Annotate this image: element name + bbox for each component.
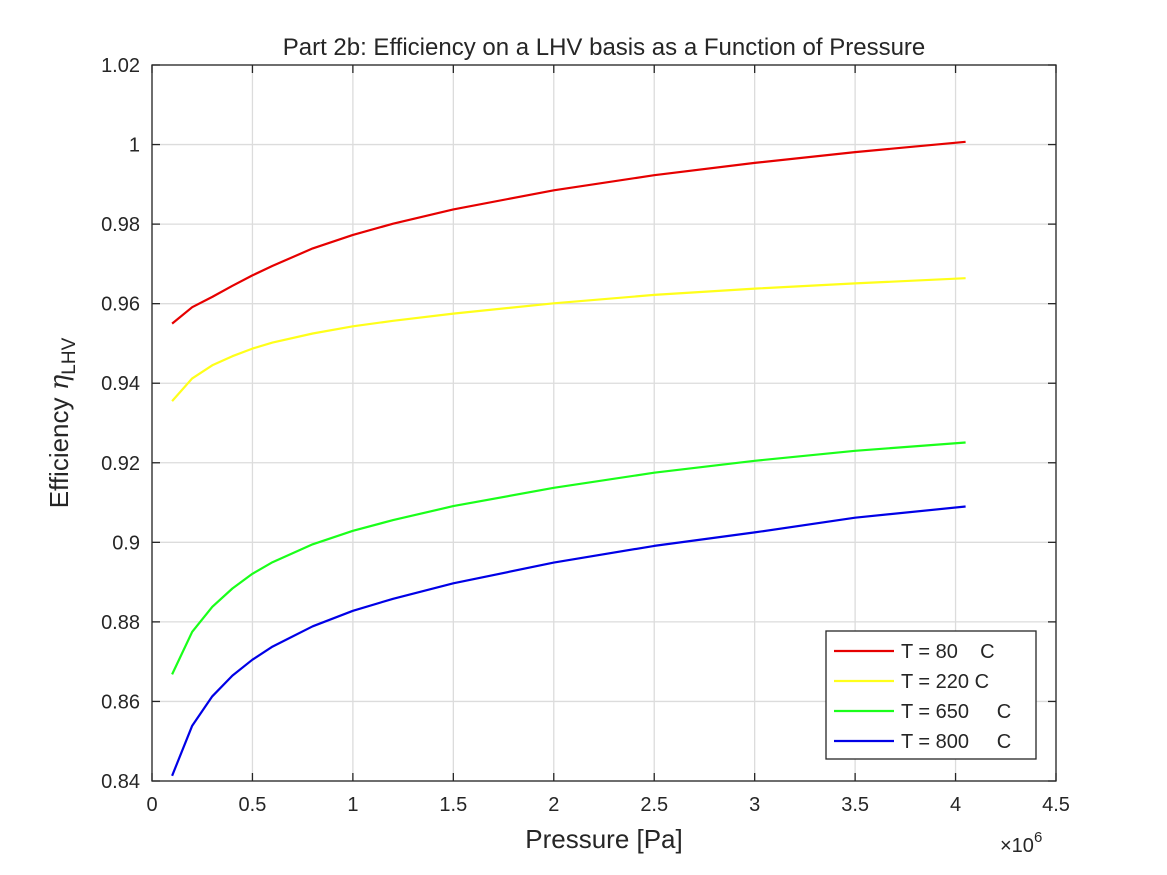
y-label-subscript: LHV [59, 337, 80, 374]
x-exponent-power: 6 [1034, 829, 1042, 846]
x-tick-label: 2 [548, 794, 559, 816]
x-tick-label: 2.5 [640, 794, 668, 816]
x-tick-label: 3.5 [841, 794, 869, 816]
legend-items: T = 80 C T = 220 C T = 650 C T = 800 C [834, 641, 1011, 753]
x-tick-label: 4.5 [1042, 794, 1070, 816]
y-tick-label: 0.96 [101, 294, 140, 316]
series-line [171, 277, 966, 402]
y-tick-label: 0.98 [101, 214, 140, 236]
x-tick-label: 1 [347, 794, 358, 816]
series-line [171, 505, 966, 777]
y-tick-label: 0.9 [112, 532, 140, 554]
x-tick-label: 4 [950, 794, 961, 816]
y-label-main: Efficiency [44, 390, 74, 508]
y-axis-label: Efficiency ηLHV [44, 337, 80, 508]
y-tick-label: 0.86 [101, 691, 140, 713]
legend-box [825, 630, 1037, 760]
y-tick-label: 0.92 [101, 453, 140, 475]
x-axis-label: Pressure [Pa] [525, 824, 683, 854]
x-tick-label: 3 [749, 794, 760, 816]
series-line [171, 140, 966, 325]
axes-box [151, 64, 1057, 782]
y-tick-label: 0.94 [101, 373, 140, 395]
y-tick-label: 1.02 [101, 55, 140, 77]
series-line [171, 441, 966, 675]
x-axis-exponent: ×106 [1000, 829, 1042, 857]
y-tick-label: 0.88 [101, 612, 140, 634]
x-tick-label: 0.5 [239, 794, 267, 816]
legend-label: T = 650 C [901, 701, 1011, 723]
chart-title: Part 2b: Efficiency on a LHV basis as a … [283, 34, 926, 61]
x-tick-label: 1.5 [439, 794, 467, 816]
y-tick-label: 1 [129, 135, 140, 157]
tick-layer: 0 0.5 1 1.5 2 2.5 3 3.5 4 4.5 0.84 0.86 0.88 0.9 0.92 0… [101, 55, 1070, 816]
legend-label: T = 220 C [901, 671, 989, 693]
legend: T = 80 C T = 220 C T = 650 C T = 800 C [825, 630, 1037, 760]
x-tick-label: 0 [146, 794, 157, 816]
legend-label: T = 800 C [901, 731, 1011, 753]
legend-label: T = 80 C [901, 641, 995, 663]
series-layer [171, 140, 966, 777]
x-exponent-base: ×10 [1000, 835, 1034, 857]
y-label-symbol: η [45, 374, 75, 390]
y-tick-label: 0.84 [101, 771, 140, 793]
